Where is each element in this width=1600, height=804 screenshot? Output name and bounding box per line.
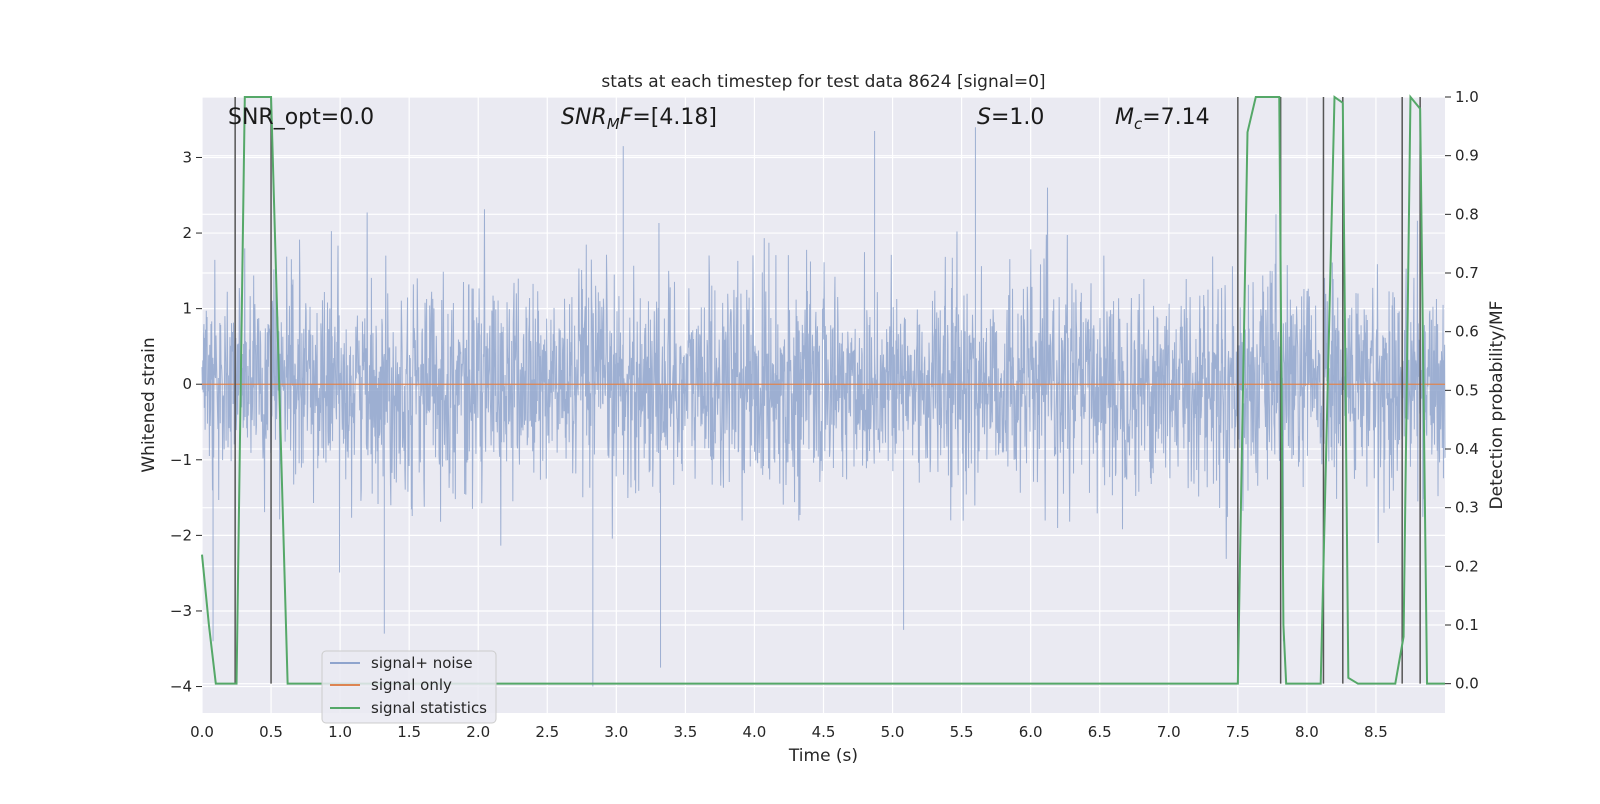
- y-right-tick-label: 0.6: [1455, 323, 1479, 341]
- x-tick-label: 1.5: [397, 723, 421, 741]
- y-right-tick-label: 0.0: [1455, 675, 1479, 693]
- annotation-snr-mf: SNRMF=[4.18]: [561, 105, 717, 133]
- x-tick-label: 0.5: [259, 723, 283, 741]
- annotation-mc: Mc=7.14: [1115, 105, 1210, 133]
- x-tick-label: 2.0: [466, 723, 490, 741]
- y-right-tick-label: 0.3: [1455, 499, 1479, 517]
- annotation-mc-value: =7.14: [1142, 105, 1209, 130]
- annotation-mc-symbol: M: [1115, 105, 1134, 130]
- annotation-snr-mf-sub: M: [607, 115, 620, 133]
- y-left-tick-label: −3: [170, 602, 192, 620]
- x-tick-label: 0.0: [190, 723, 214, 741]
- legend-box: [321, 650, 497, 724]
- x-tick-label: 8.0: [1295, 723, 1319, 741]
- x-tick-label: 6.0: [1019, 723, 1043, 741]
- y-axis-label-right: Detection probability/MF: [1487, 301, 1507, 510]
- signal-statistics-line: [201, 94, 1445, 685]
- legend-label-signal-only: signal only: [371, 676, 452, 694]
- tick-labels: 0.0 0.5 1.0 1.5 2.0 2.5 3.0 3.5 4.0 4.5 5.0 5.5 6.0 6…: [170, 88, 1479, 741]
- x-tick-label: 5.0: [881, 723, 905, 741]
- signal-statistics-series: [201, 94, 1445, 685]
- annotation-snr-opt: SNR_opt=0.0: [228, 105, 374, 130]
- x-tick-label: 4.5: [812, 723, 836, 741]
- y-left-tick-label: 0: [182, 375, 192, 393]
- annotation-s-symbol: S: [977, 105, 991, 130]
- y-right-tick-label: 0.5: [1455, 381, 1479, 399]
- annotation-snr-mf-value: =[4.18]: [632, 105, 717, 130]
- annotation-mc-sub: c: [1134, 115, 1143, 133]
- x-tick-label: 8.5: [1364, 723, 1388, 741]
- y-right-tick-label: 0.2: [1455, 557, 1479, 575]
- legend: signal+ noise signal only signal statist…: [321, 650, 497, 724]
- y-right-tick-label: 0.8: [1455, 205, 1479, 223]
- y-right-tick-label: 0.4: [1455, 440, 1479, 458]
- y-right-tick-label: 1.0: [1455, 88, 1479, 106]
- y-left-tick-label: −2: [170, 526, 192, 544]
- x-tick-label: 5.5: [950, 723, 974, 741]
- y-right-tick-label: 0.7: [1455, 264, 1479, 282]
- y-right-tick-label: 0.9: [1455, 147, 1479, 165]
- x-tick-label: 1.0: [328, 723, 352, 741]
- annotation-snr-mf-tail: F: [620, 105, 633, 130]
- x-tick-label: 2.5: [535, 723, 559, 741]
- legend-label-signal-noise: signal+ noise: [371, 654, 473, 672]
- y-axis-label-left: Whitened strain: [139, 337, 159, 472]
- y-left-tick-label: −1: [170, 451, 192, 469]
- x-tick-label: 4.0: [743, 723, 767, 741]
- legend-label-signal-statistics: signal statistics: [371, 699, 487, 717]
- y-left-tick-label: 3: [182, 148, 192, 166]
- x-axis-label: Time (s): [788, 746, 858, 766]
- y-left-tick-label: 2: [182, 224, 192, 242]
- x-tick-label: 7.5: [1226, 723, 1250, 741]
- x-tick-label: 7.0: [1157, 723, 1181, 741]
- y-right-tick-label: 0.1: [1455, 616, 1479, 634]
- x-tick-label: 6.5: [1088, 723, 1112, 741]
- annotation-s-value: =1.0: [991, 105, 1044, 130]
- annotation-s: S=1.0: [977, 105, 1044, 130]
- x-tick-label: 3.0: [604, 723, 628, 741]
- chart-title: stats at each timestep for test data 862…: [601, 72, 1045, 92]
- y-left-tick-label: −4: [170, 678, 192, 696]
- y-left-tick-label: 1: [182, 300, 192, 318]
- annotation-snr-mf-base: SNR: [561, 105, 607, 130]
- x-tick-label: 3.5: [673, 723, 697, 741]
